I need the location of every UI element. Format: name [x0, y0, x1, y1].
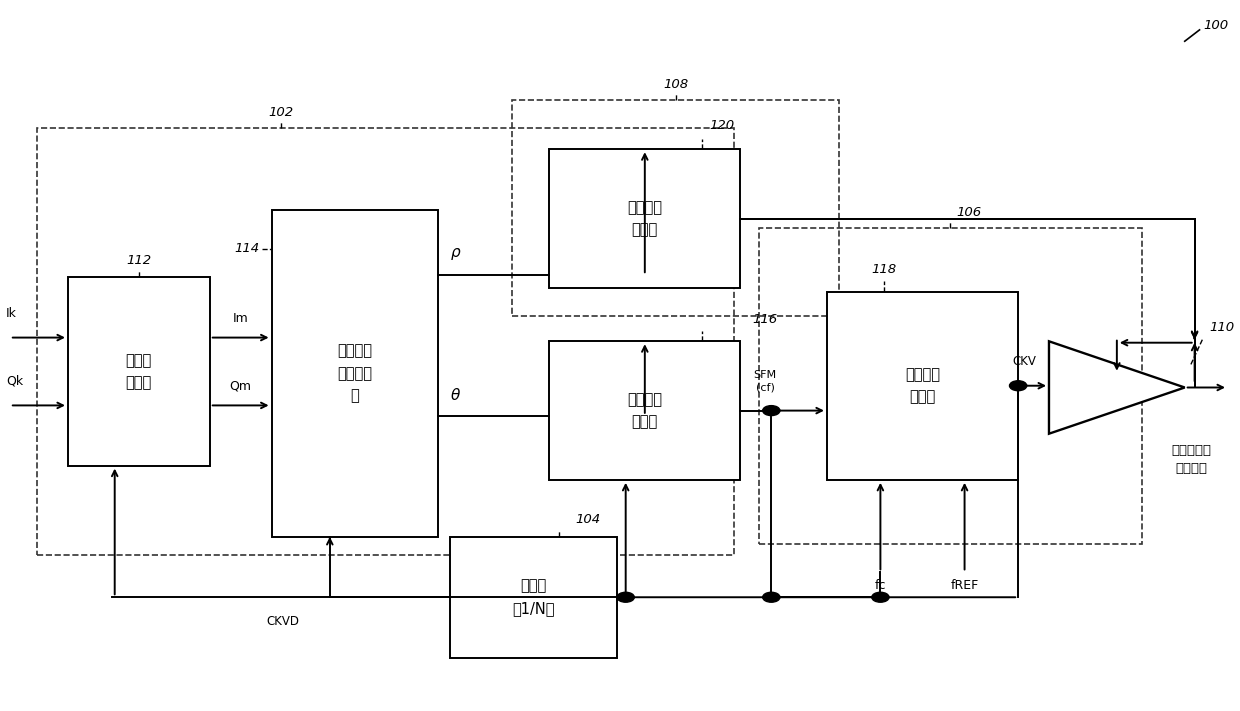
Circle shape	[618, 592, 635, 602]
Text: CKVD: CKVD	[267, 615, 299, 628]
Text: 110: 110	[1209, 321, 1235, 334]
Polygon shape	[1049, 341, 1184, 434]
Text: 108: 108	[663, 78, 688, 91]
Bar	[272, 210, 438, 537]
Text: 调幅信号
处理器: 调幅信号 处理器	[627, 200, 662, 237]
Text: Qk: Qk	[6, 375, 24, 387]
Bar	[759, 228, 1142, 544]
Text: 100: 100	[1203, 19, 1229, 32]
Bar	[549, 149, 740, 288]
Text: 全数字锁
相回路: 全数字锁 相回路	[905, 367, 940, 405]
Text: fc: fc	[874, 579, 887, 592]
Text: 调频信号
处理器: 调频信号 处理器	[627, 392, 662, 429]
Circle shape	[872, 592, 889, 602]
Text: 102: 102	[269, 107, 294, 119]
Text: 取样率
转换器: 取样率 转换器	[125, 353, 153, 390]
Bar	[37, 128, 734, 555]
Text: Ik: Ik	[6, 307, 17, 320]
Bar	[827, 292, 1018, 480]
Text: 106: 106	[957, 206, 982, 219]
Bar	[512, 100, 839, 316]
Circle shape	[763, 405, 780, 415]
Text: CKV: CKV	[1012, 355, 1037, 368]
Text: 数字坐标
旋转运算
器: 数字坐标 旋转运算 器	[337, 343, 372, 403]
Text: $\rho$: $\rho$	[450, 246, 463, 262]
Text: 116: 116	[753, 313, 777, 326]
Bar	[68, 277, 210, 466]
Text: 112: 112	[126, 254, 151, 267]
Bar	[549, 341, 740, 480]
Circle shape	[1009, 381, 1027, 390]
Text: 分频器
（1/N）: 分频器 （1/N）	[512, 579, 556, 616]
Text: 120: 120	[709, 119, 734, 132]
Circle shape	[763, 592, 780, 602]
Text: Im: Im	[233, 312, 248, 325]
Text: 数字控制功
率放大器: 数字控制功 率放大器	[1171, 444, 1211, 476]
Text: Qm: Qm	[229, 380, 252, 392]
Text: SFM
(cf): SFM (cf)	[754, 370, 776, 392]
Text: 104: 104	[575, 513, 600, 526]
Text: fREF: fREF	[950, 579, 978, 592]
Text: $\theta$: $\theta$	[450, 387, 461, 403]
Bar	[450, 537, 618, 658]
Text: 114: 114	[234, 242, 259, 255]
Text: 118: 118	[872, 263, 897, 276]
